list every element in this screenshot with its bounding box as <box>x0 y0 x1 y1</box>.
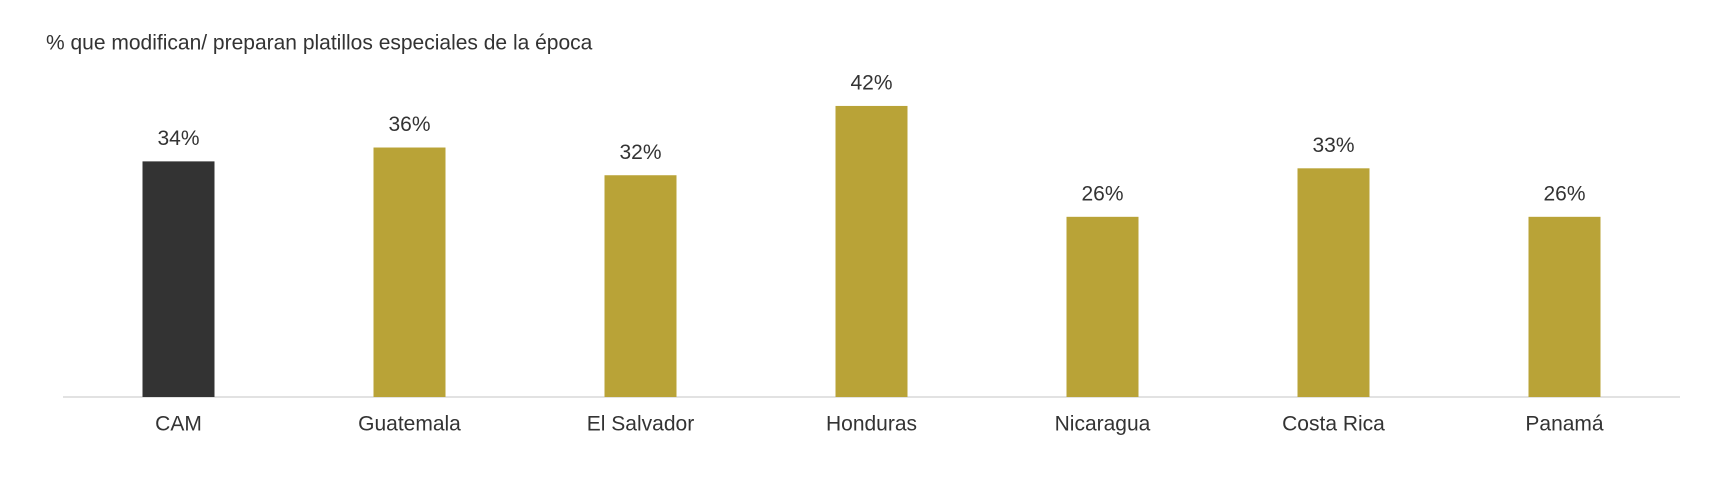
value-label: 32% <box>619 141 661 164</box>
x-tick-label: El Salvador <box>587 413 694 436</box>
x-tick-label: Nicaragua <box>1055 413 1151 436</box>
x-tick-label: Honduras <box>826 413 917 436</box>
x-tick-label: Panamá <box>1525 413 1604 436</box>
bar <box>142 161 215 397</box>
bar <box>373 147 446 397</box>
bar <box>1528 216 1601 397</box>
value-label: 34% <box>157 127 199 150</box>
x-tick-label: Guatemala <box>358 413 461 436</box>
value-label: 36% <box>388 113 430 136</box>
x-tick-label: Costa Rica <box>1282 413 1385 436</box>
bar <box>835 105 908 397</box>
value-label: 42% <box>850 71 892 94</box>
value-label: 26% <box>1081 182 1123 205</box>
bar <box>1066 216 1139 397</box>
value-label: 26% <box>1543 182 1585 205</box>
bar <box>1297 168 1370 397</box>
chart-title: % que modifican/ preparan platillos espe… <box>46 32 593 55</box>
value-label: 33% <box>1312 134 1354 157</box>
x-tick-label: CAM <box>155 413 202 436</box>
bar <box>604 175 677 397</box>
